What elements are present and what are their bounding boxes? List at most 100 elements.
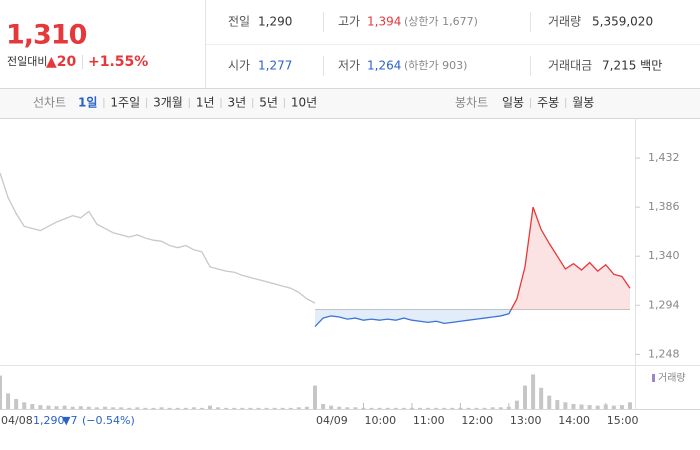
volume-bar — [409, 407, 414, 409]
change-pct: +1.55% — [88, 54, 148, 70]
volume-bar — [159, 407, 164, 409]
volume-bar — [127, 407, 132, 409]
volume-bar — [304, 406, 309, 409]
stat-label: 전일 — [228, 15, 250, 29]
volume-bar — [418, 407, 422, 409]
price-area — [315, 207, 630, 327]
prev-close: 1,290 — [33, 414, 65, 427]
volume-bar — [482, 407, 487, 409]
volume-bar — [143, 407, 148, 409]
x-tick-label: 04/08 — [1, 414, 33, 427]
volume-bar — [385, 407, 390, 409]
volume-bar — [587, 405, 592, 409]
volume-bar — [191, 407, 196, 409]
volume-bar — [264, 407, 269, 409]
volume-bar — [514, 400, 519, 409]
volume-bar — [401, 407, 406, 409]
volume-bar — [208, 405, 212, 409]
volume-bar — [175, 407, 180, 409]
period-tab[interactable]: 1주일 — [110, 96, 140, 110]
volume-bar — [337, 406, 342, 409]
volume-bar — [458, 407, 463, 409]
stat-label: 고가 — [338, 15, 360, 29]
volume-bar — [506, 406, 511, 409]
volume-bar — [426, 407, 431, 409]
period-tab[interactable]: 월봉 — [572, 96, 594, 110]
volume-bar — [288, 407, 293, 409]
x-tick-label: 12:00 — [461, 414, 493, 427]
volume-bar — [442, 407, 447, 409]
volume-bar — [547, 395, 552, 409]
volume-bar — [183, 407, 188, 409]
price-line — [314, 206, 631, 328]
volume-bar — [30, 403, 35, 409]
volume-bar — [450, 407, 455, 409]
period-tab[interactable]: 3개월 — [153, 96, 183, 110]
volume-legend-swatch — [652, 374, 655, 382]
volume-bar — [498, 407, 503, 409]
period-tab[interactable]: 1년 — [196, 96, 215, 110]
volume-bar — [329, 405, 334, 409]
x-tick-label: 13:00 — [510, 414, 542, 427]
volume-legend: 거래량 — [658, 372, 686, 384]
volume-bar — [46, 405, 51, 409]
stat-label: 저가 — [338, 59, 360, 73]
volume-bar — [280, 407, 285, 409]
prev-change: ▼7 — [62, 414, 77, 427]
volume-bar — [628, 402, 632, 409]
y-tick-label: 1,432 — [648, 151, 680, 164]
volume-bar — [111, 407, 116, 409]
volume-bar — [224, 407, 229, 409]
volume-bar — [62, 405, 67, 409]
y-tick-label: 1,386 — [648, 200, 680, 213]
volume-bar — [256, 407, 261, 409]
volume-bar — [78, 406, 83, 409]
volume-bar — [353, 407, 358, 409]
volume-bar — [611, 405, 616, 409]
stat-value: 1,394 — [367, 15, 401, 29]
volume-bar — [232, 407, 237, 409]
volume-bar — [6, 393, 11, 409]
volume-bar — [345, 407, 350, 409]
volume-bar — [531, 374, 536, 409]
volume-bar — [86, 406, 91, 409]
volume-bar — [216, 407, 221, 409]
volume-bar — [103, 406, 107, 409]
x-tick-label: 14:00 — [558, 414, 590, 427]
volume-bar — [571, 403, 576, 409]
stat-value: 5,359,020 — [592, 15, 653, 29]
volume-bar — [94, 407, 99, 409]
volume-bar — [434, 407, 439, 409]
period-tab[interactable]: 일봉 — [502, 96, 524, 110]
stat-note: (하한가 903) — [404, 58, 467, 72]
period-tab[interactable]: 1일 — [78, 96, 97, 110]
volume-bar — [563, 402, 568, 409]
volume-bar — [38, 405, 43, 409]
volume-bar — [240, 407, 245, 409]
change: ▲20 — [46, 54, 77, 70]
period-tab[interactable]: 10년 — [291, 96, 317, 110]
stat-label: 시가 — [228, 59, 250, 73]
volume-bar — [321, 403, 326, 409]
price: 1,310 — [6, 20, 87, 51]
volume-bar — [539, 387, 544, 409]
x-tick-label: 15:00 — [607, 414, 639, 427]
volume-bar — [22, 402, 27, 409]
x-tick-label: 11:00 — [413, 414, 445, 427]
period-tab[interactable]: 3년 — [228, 96, 247, 110]
y-tick-label: 1,340 — [648, 249, 680, 262]
stat-value: 7,215 백만 — [602, 59, 662, 73]
volume-bar — [54, 406, 59, 409]
period-tab[interactable]: 주봉 — [537, 96, 559, 110]
x-tick-label: 04/09 — [316, 414, 348, 427]
period-tab[interactable]: 5년 — [259, 96, 278, 110]
volume-bar — [555, 400, 560, 409]
volume-bar — [14, 398, 19, 409]
stat-label: 거래대금 — [548, 59, 592, 73]
volume-bar — [579, 404, 584, 409]
y-tick-label: 1,248 — [648, 347, 680, 360]
volume-bar — [377, 407, 382, 409]
prev-pct: (−0.54%) — [82, 414, 135, 427]
stat-value: 1,277 — [258, 59, 292, 73]
stat-value: 1,264 — [367, 59, 401, 73]
